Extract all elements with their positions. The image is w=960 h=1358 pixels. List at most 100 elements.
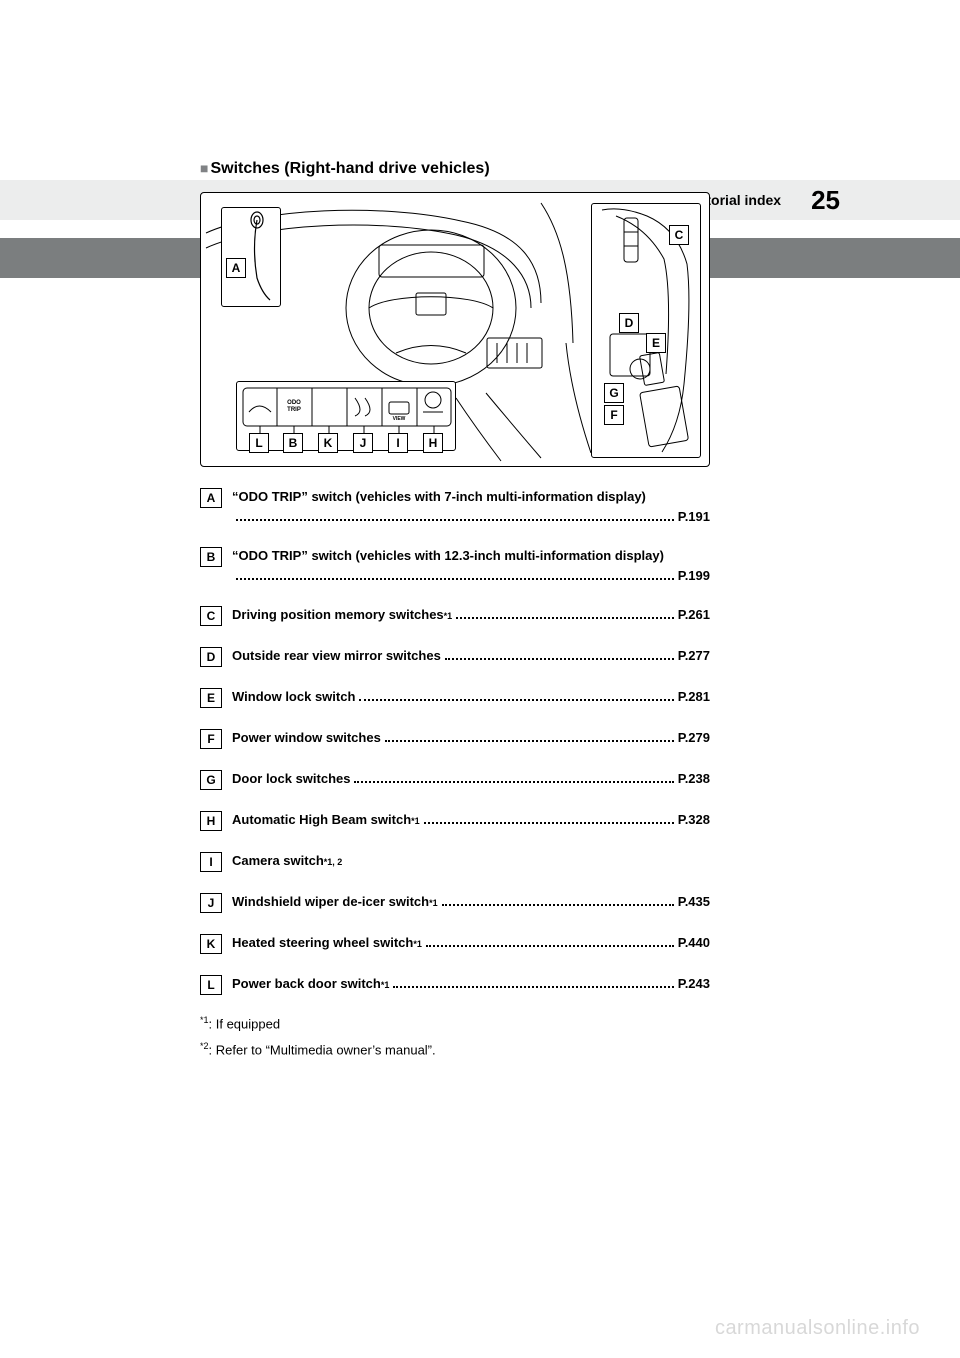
entry-page: P.199: [678, 566, 710, 586]
svg-text:VIEW: VIEW: [393, 416, 406, 422]
entry-page: P.435: [678, 892, 710, 912]
entry-body: Power window switches P.279: [232, 728, 710, 748]
entry-sup: *1: [444, 610, 453, 624]
entry-label: I: [200, 852, 222, 872]
entry-page: P.328: [678, 810, 710, 830]
leader-dots: [424, 812, 674, 824]
entry-label: F: [200, 729, 222, 749]
section-title-text: Switches (Right-hand drive vehicles): [210, 160, 489, 177]
index-entry: H Automatic High Beam switch*1 P.328: [200, 810, 710, 831]
callout-F: F: [604, 405, 624, 425]
entry-text: Power window switches: [232, 728, 381, 748]
entry-text: Driving position memory switches: [232, 605, 444, 625]
footnote-text: : If equipped: [209, 1016, 281, 1031]
entry-body: Driving position memory switches*1 P.261: [232, 605, 710, 625]
footnote: *1: If equipped: [200, 1015, 840, 1031]
index-entry: G Door lock switches P.238: [200, 769, 710, 790]
entry-page: P.191: [678, 507, 710, 527]
entry-label: J: [200, 893, 222, 913]
leader-dots: [236, 509, 674, 521]
entry-body: Camera switch*1, 2: [232, 851, 710, 871]
leader-dots: [385, 730, 674, 742]
index-entry: L Power back door switch*1 P.243: [200, 974, 710, 995]
leader-dots: [393, 976, 673, 988]
footnote-sup: *1: [200, 1015, 209, 1025]
callout-G: G: [604, 383, 624, 403]
entry-text: Automatic High Beam switch: [232, 810, 411, 830]
entry-body: Door lock switches P.238: [232, 769, 710, 789]
leader-dots: [359, 689, 673, 701]
svg-text:ODO: ODO: [287, 400, 301, 406]
callout-L: L: [249, 433, 269, 453]
callout-E: E: [646, 333, 666, 353]
watermark: carmanualsonline.info: [715, 1317, 920, 1340]
index-list: A “ODO TRIP” switch (vehicles with 7-inch…: [200, 487, 710, 995]
entry-text: Camera switch: [232, 851, 324, 871]
callout-I: I: [388, 433, 408, 453]
entry-text: Door lock switches: [232, 769, 350, 789]
entry-page: P.261: [678, 605, 710, 625]
entry-label: K: [200, 934, 222, 954]
index-entry: E Window lock switch P.281: [200, 687, 710, 708]
callout-H: H: [423, 433, 443, 453]
entry-page: P.277: [678, 646, 710, 666]
panel-stalk: [221, 207, 281, 307]
figure-dashboard: A ODO TRIP VIEW: [200, 192, 710, 467]
footnote-sup: *2: [200, 1041, 209, 1051]
leader-dots: [456, 607, 674, 619]
entry-body: “ODO TRIP” switch (vehicles with 12.3-in…: [232, 546, 710, 585]
entry-sup: *1, 2: [324, 856, 343, 870]
entry-text: Power back door switch: [232, 974, 381, 994]
entry-body: Power back door switch*1 P.243: [232, 974, 710, 994]
entry-line2: P.191: [232, 507, 710, 527]
index-entry: A “ODO TRIP” switch (vehicles with 7-inch…: [200, 487, 710, 526]
entry-page: P.281: [678, 687, 710, 707]
page-content: ■Switches (Right-hand drive vehicles): [0, 0, 960, 1058]
entry-label: D: [200, 647, 222, 667]
leader-dots: [445, 648, 674, 660]
entry-line2: P.199: [232, 566, 710, 586]
callout-C: C: [669, 225, 689, 245]
index-entry: B “ODO TRIP” switch (vehicles with 12.3-i…: [200, 546, 710, 585]
callout-J: J: [353, 433, 373, 453]
callout-D: D: [619, 313, 639, 333]
svg-text:TRIP: TRIP: [287, 407, 301, 413]
footnote-text: : Refer to “Multimedia owner’s manual”.: [209, 1043, 436, 1058]
entry-text: Outside rear view mirror switches: [232, 646, 441, 666]
entry-label: B: [200, 547, 222, 567]
entry-text: “ODO TRIP” switch (vehicles with 7-inch …: [232, 487, 710, 507]
footnote: *2: Refer to “Multimedia owner’s manual”…: [200, 1041, 840, 1057]
entry-body: Window lock switch P.281: [232, 687, 710, 707]
entry-page: P.440: [678, 933, 710, 953]
entry-sup: *1: [411, 815, 420, 829]
callout-K: K: [318, 433, 338, 453]
leader-dots: [426, 935, 674, 947]
index-entry: K Heated steering wheel switch*1 P.440: [200, 933, 710, 954]
entry-page: P.238: [678, 769, 710, 789]
entry-label: L: [200, 975, 222, 995]
entry-body: Outside rear view mirror switches P.277: [232, 646, 710, 666]
entry-text: “ODO TRIP” switch (vehicles with 12.3-in…: [232, 546, 710, 566]
entry-sup: *1: [413, 938, 422, 952]
callout-B: B: [283, 433, 303, 453]
entry-sup: *1: [381, 979, 390, 993]
entry-body: “ODO TRIP” switch (vehicles with 7-inch …: [232, 487, 710, 526]
entry-label: G: [200, 770, 222, 790]
footnotes: *1: If equipped*2: Refer to “Multimedia …: [200, 1015, 840, 1058]
callout-A: A: [226, 258, 246, 278]
index-entry: I Camera switch*1, 2: [200, 851, 710, 872]
entry-text: Window lock switch: [232, 687, 355, 707]
section-title: ■Switches (Right-hand drive vehicles): [200, 160, 840, 178]
entry-body: Automatic High Beam switch*1 P.328: [232, 810, 710, 830]
entry-label: A: [200, 488, 222, 508]
entry-label: C: [200, 606, 222, 626]
index-entry: F Power window switches P.279: [200, 728, 710, 749]
index-entry: D Outside rear view mirror switches P.277: [200, 646, 710, 667]
leader-dots: [442, 894, 674, 906]
entry-label: E: [200, 688, 222, 708]
entry-body: Heated steering wheel switch*1 P.440: [232, 933, 710, 953]
entry-sup: *1: [429, 897, 438, 911]
entry-label: H: [200, 811, 222, 831]
entry-text: Heated steering wheel switch: [232, 933, 413, 953]
index-entry: C Driving position memory switches*1 P.26…: [200, 605, 710, 626]
